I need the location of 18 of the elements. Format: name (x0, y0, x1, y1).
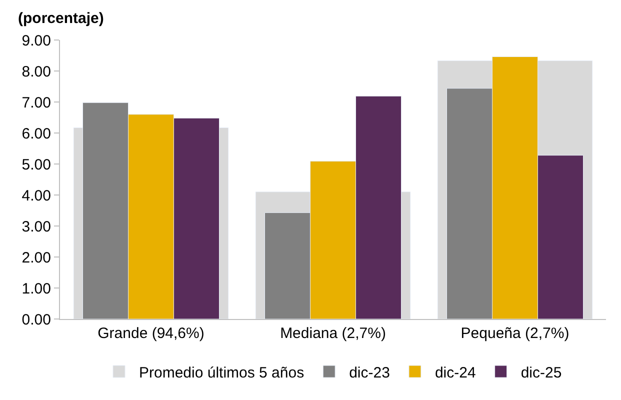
y-tick-label: 8.00 (22, 63, 51, 80)
y-tick-label: 5.00 (22, 156, 51, 174)
x-tick-label: Grande (94,6%) (98, 325, 204, 342)
y-tick-label: 6.00 (22, 125, 51, 142)
y-tick-label: 2.00 (22, 249, 51, 266)
x-tick-label: Pequeña (2,7%) (460, 325, 570, 342)
y-tick-label: 4.00 (22, 187, 51, 204)
y-tick-label: 9.00 (22, 32, 51, 50)
legend-label: Promedio últimos 5 años (139, 364, 304, 382)
legend-label: dic-23 (349, 364, 390, 382)
y-tick-label: 3.00 (22, 218, 51, 236)
legend-label: dic-24 (434, 364, 476, 382)
y-axis-title: (porcentaje) (18, 10, 104, 27)
x-tick-label: Mediana (2,7%) (280, 325, 386, 342)
legend-label: dic-25 (520, 364, 562, 382)
y-tick-label: 7.00 (22, 94, 51, 112)
y-tick-label: 1.00 (22, 280, 51, 298)
y-tick-label: 0.00 (22, 311, 51, 328)
